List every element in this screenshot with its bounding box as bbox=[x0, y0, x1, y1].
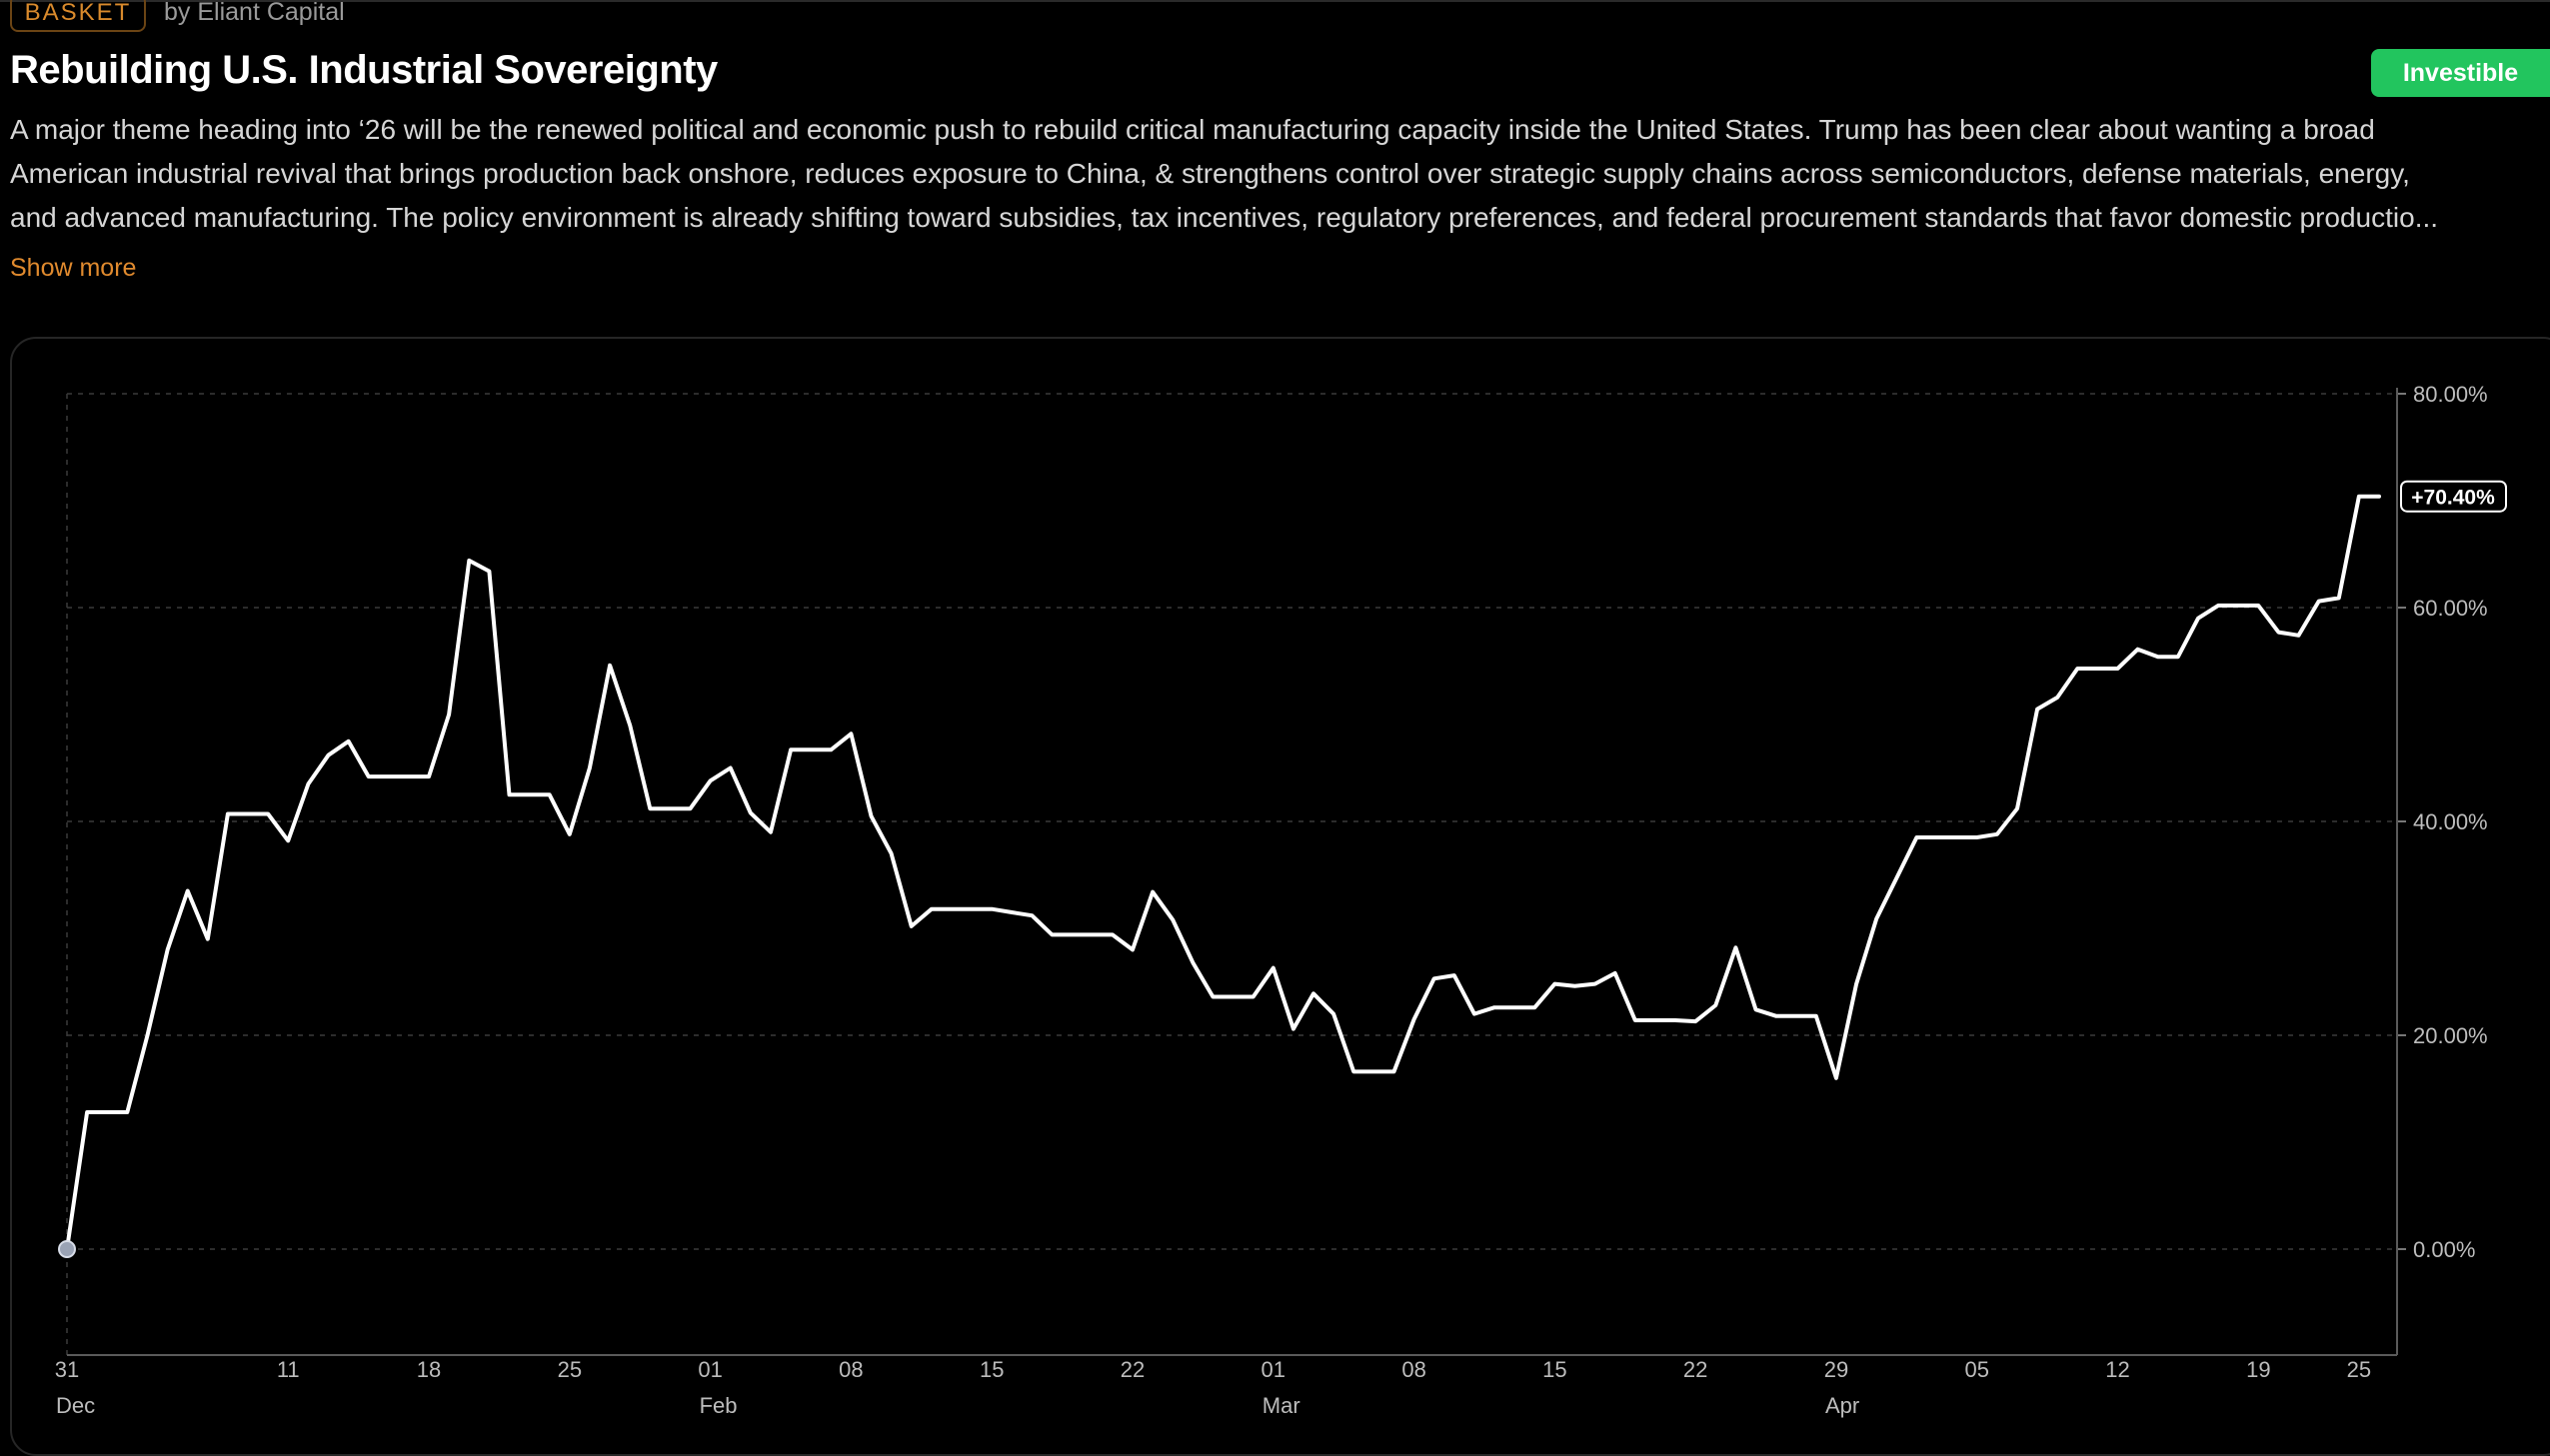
y-tick-label: 80.00% bbox=[2413, 382, 2488, 407]
last-value-label: +70.40% bbox=[2411, 487, 2495, 510]
byline: by Eliant Capital bbox=[164, 0, 345, 26]
x-month-label: Apr bbox=[1825, 1393, 1859, 1418]
last-value-badge bbox=[2400, 480, 2507, 513]
x-month-label: Dec bbox=[56, 1393, 95, 1418]
y-tick-label: 40.00% bbox=[2413, 809, 2488, 834]
x-tick-label: 29 bbox=[1824, 1357, 1848, 1382]
x-month-label: Feb bbox=[700, 1393, 738, 1418]
x-tick-label: 22 bbox=[1683, 1357, 1707, 1382]
series-line bbox=[65, 494, 2381, 1251]
x-tick-label: 15 bbox=[1542, 1357, 1566, 1382]
show-more-link[interactable]: Show more bbox=[10, 254, 137, 282]
x-month-label: Mar bbox=[1263, 1393, 1300, 1418]
x-tick-label: 25 bbox=[558, 1357, 582, 1382]
basket-badge: BASKET bbox=[10, 0, 146, 32]
x-tick-label: 12 bbox=[2105, 1357, 2129, 1382]
description-line: American industrial revival that brings … bbox=[10, 158, 2410, 189]
x-tick-label: 08 bbox=[839, 1357, 863, 1382]
y-tick-label: 0.00% bbox=[2413, 1237, 2475, 1262]
investible-button[interactable]: Investible bbox=[2371, 49, 2550, 97]
start-point-marker bbox=[58, 1240, 76, 1258]
x-tick-label: 15 bbox=[980, 1357, 1004, 1382]
description: A major theme heading into ‘26 will be t… bbox=[10, 108, 2539, 240]
x-tick-label: 25 bbox=[2347, 1357, 2371, 1382]
x-tick-label: 18 bbox=[417, 1357, 441, 1382]
y-tick-label: 60.00% bbox=[2413, 596, 2488, 621]
y-tick-label: 20.00% bbox=[2413, 1023, 2488, 1048]
x-tick-label: 05 bbox=[1964, 1357, 1988, 1382]
x-tick-label: 19 bbox=[2246, 1357, 2270, 1382]
page-title: Rebuilding U.S. Industrial Sovereignty bbox=[10, 48, 718, 92]
top-divider bbox=[0, 0, 2550, 2]
x-tick-label: 11 bbox=[277, 1357, 300, 1382]
description-line: A major theme heading into ‘26 will be t… bbox=[10, 114, 2375, 145]
x-tick-label: 01 bbox=[698, 1357, 722, 1382]
x-tick-label: 08 bbox=[1401, 1357, 1425, 1382]
x-tick-label: 31 bbox=[55, 1357, 79, 1382]
x-tick-label: 22 bbox=[1121, 1357, 1145, 1382]
x-tick-label: 01 bbox=[1262, 1357, 1285, 1382]
chart-panel bbox=[10, 337, 2550, 1456]
